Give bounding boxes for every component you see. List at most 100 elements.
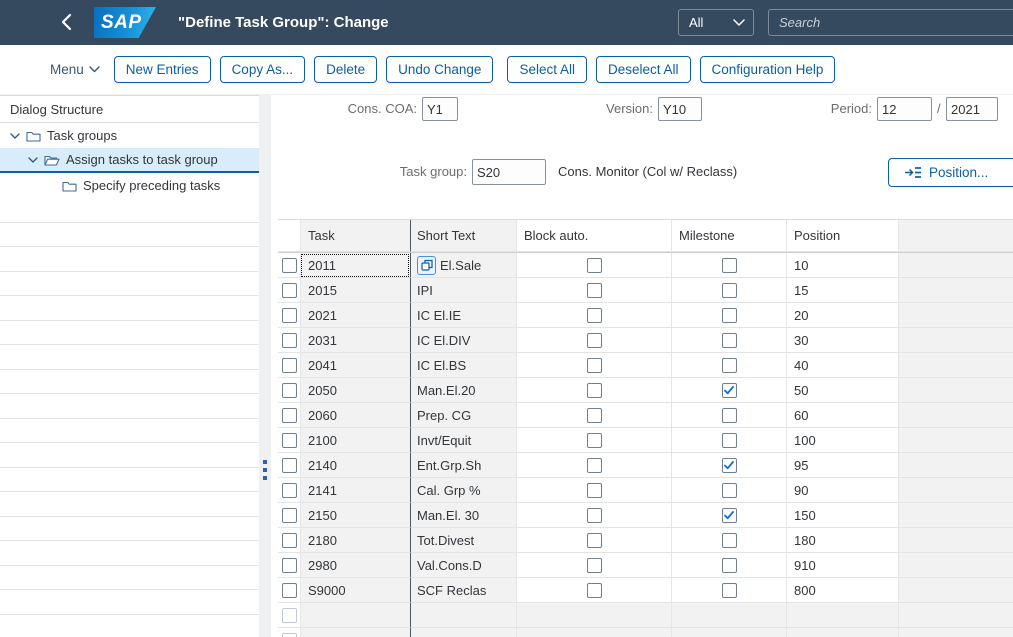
row-select-checkbox[interactable] [282, 483, 297, 498]
row-select-checkbox[interactable] [282, 308, 297, 323]
row-select-checkbox[interactable] [282, 283, 297, 298]
block-auto-checkbox[interactable] [587, 583, 602, 598]
position-cell[interactable]: 50 [786, 378, 898, 403]
task-cell[interactable]: S9000 [300, 578, 410, 603]
toolbar-button-deselect-all[interactable]: Deselect All [596, 56, 691, 83]
short-text-cell[interactable]: Ent.Grp.Sh [410, 453, 516, 478]
task-cell[interactable] [300, 603, 410, 628]
task-cell[interactable]: 2050 [300, 378, 410, 403]
milestone-checkbox[interactable] [722, 383, 737, 398]
version-field[interactable] [658, 97, 702, 121]
row-select-checkbox[interactable] [282, 583, 297, 598]
task-cell[interactable]: 2041 [300, 353, 410, 378]
block-auto-checkbox[interactable] [587, 308, 602, 323]
block-auto-checkbox[interactable] [587, 508, 602, 523]
search-input[interactable] [768, 9, 1013, 36]
short-text-cell[interactable]: Cal. Grp % [410, 478, 516, 503]
position-cell[interactable]: 95 [786, 453, 898, 478]
short-text-cell[interactable]: SCF Reclas [410, 578, 516, 603]
task-group-field[interactable] [472, 159, 546, 185]
task-cell[interactable] [300, 628, 410, 637]
task-cell[interactable]: 2140 [300, 453, 410, 478]
short-text-cell[interactable]: Man.El. 30 [410, 503, 516, 528]
milestone-checkbox[interactable] [722, 333, 737, 348]
row-select-checkbox[interactable] [282, 258, 297, 273]
column-header-position[interactable]: Position [786, 220, 898, 252]
row-select-checkbox[interactable] [282, 383, 297, 398]
milestone-checkbox[interactable] [722, 483, 737, 498]
toolbar-button-copy-as[interactable]: Copy As... [220, 56, 306, 83]
task-cell[interactable]: 2015 [300, 278, 410, 303]
task-cell[interactable]: 2011 [300, 253, 410, 278]
menu-button[interactable]: Menu [50, 62, 100, 77]
task-cell[interactable]: 2021 [300, 303, 410, 328]
row-select-checkbox[interactable] [282, 408, 297, 423]
task-cell[interactable]: 2141 [300, 478, 410, 503]
sidebar-item-assign-tasks-to-task-group[interactable]: Assign tasks to task group [0, 148, 259, 173]
short-text-cell[interactable]: El.Sale [410, 253, 516, 278]
milestone-checkbox[interactable] [722, 508, 737, 523]
short-text-cell[interactable]: IPI [410, 278, 516, 303]
short-text-cell[interactable]: IC El.IE [410, 303, 516, 328]
short-text-cell[interactable]: Invt/Equit [410, 428, 516, 453]
block-auto-checkbox[interactable] [587, 558, 602, 573]
position-cell[interactable]: 30 [786, 328, 898, 353]
column-header-short-text[interactable]: Short Text [410, 220, 516, 252]
milestone-checkbox[interactable] [722, 308, 737, 323]
position-cell[interactable]: 15 [786, 278, 898, 303]
row-select-checkbox[interactable] [282, 458, 297, 473]
period-year-field[interactable] [946, 97, 998, 121]
row-select-checkbox[interactable] [282, 358, 297, 373]
row-select-checkbox[interactable] [282, 333, 297, 348]
column-header-block-auto[interactable]: Block auto. [516, 220, 671, 252]
short-text-cell[interactable] [410, 603, 516, 628]
position-cell[interactable]: 800 [786, 578, 898, 603]
milestone-checkbox[interactable] [722, 408, 737, 423]
milestone-checkbox[interactable] [722, 358, 737, 373]
task-cell[interactable]: 2980 [300, 553, 410, 578]
block-auto-checkbox[interactable] [587, 358, 602, 373]
block-auto-checkbox[interactable] [587, 333, 602, 348]
panel-splitter[interactable] [259, 95, 271, 637]
row-select-checkbox[interactable] [282, 633, 297, 637]
position-cell[interactable]: 150 [786, 503, 898, 528]
position-cell[interactable]: 10 [786, 253, 898, 278]
task-cell[interactable]: 2060 [300, 403, 410, 428]
position-cell[interactable]: 90 [786, 478, 898, 503]
row-select-checkbox[interactable] [282, 508, 297, 523]
task-cell[interactable]: 2180 [300, 528, 410, 553]
position-cell[interactable]: 180 [786, 528, 898, 553]
position-cell[interactable] [786, 603, 898, 628]
milestone-checkbox[interactable] [722, 258, 737, 273]
toolbar-button-new-entries[interactable]: New Entries [114, 56, 211, 83]
row-select-checkbox[interactable] [282, 433, 297, 448]
short-text-cell[interactable]: Val.Cons.D [410, 553, 516, 578]
milestone-checkbox[interactable] [722, 583, 737, 598]
toolbar-button-configuration-help[interactable]: Configuration Help [700, 56, 836, 83]
toolbar-button-select-all[interactable]: Select All [507, 56, 587, 83]
position-button[interactable]: Position... [888, 158, 1013, 187]
position-cell[interactable]: 20 [786, 303, 898, 328]
toolbar-button-delete[interactable]: Delete [314, 56, 377, 83]
block-auto-checkbox[interactable] [587, 433, 602, 448]
milestone-checkbox[interactable] [722, 433, 737, 448]
block-auto-checkbox[interactable] [587, 533, 602, 548]
short-text-cell[interactable]: Man.El.20 [410, 378, 516, 403]
block-auto-checkbox[interactable] [587, 458, 602, 473]
short-text-cell[interactable]: IC El.BS [410, 353, 516, 378]
position-cell[interactable]: 100 [786, 428, 898, 453]
task-cell[interactable]: 2150 [300, 503, 410, 528]
search-scope-select[interactable]: All [678, 9, 754, 36]
sidebar-item-specify-preceding-tasks[interactable]: Specify preceding tasks [0, 173, 259, 198]
position-cell[interactable] [786, 628, 898, 637]
toolbar-button-undo-change[interactable]: Undo Change [386, 56, 493, 83]
task-cell[interactable]: 2031 [300, 328, 410, 353]
short-text-cell[interactable]: Tot.Divest [410, 528, 516, 553]
period-field[interactable] [877, 97, 932, 121]
block-auto-checkbox[interactable] [587, 483, 602, 498]
row-select-checkbox[interactable] [282, 533, 297, 548]
block-auto-checkbox[interactable] [587, 383, 602, 398]
milestone-checkbox[interactable] [722, 458, 737, 473]
position-cell[interactable]: 40 [786, 353, 898, 378]
short-text-cell[interactable]: IC El.DIV [410, 328, 516, 353]
